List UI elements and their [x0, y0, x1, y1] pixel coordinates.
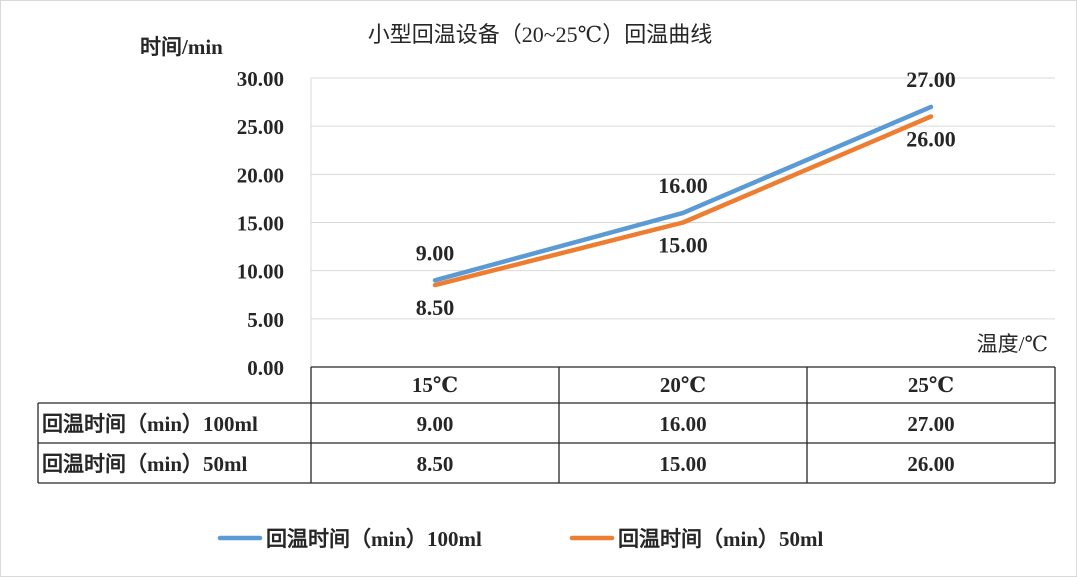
- table-cell: 26.00: [907, 452, 954, 476]
- y-axis-title: 时间/min: [140, 35, 223, 59]
- data-table: 15℃ 20℃ 25℃ 回温时间（min）100ml 9.00 16.00 27.00 回温时…: [37, 366, 1056, 484]
- table-cell: 9.00: [417, 412, 454, 436]
- chart-title: 小型回温设备（20~25℃）回温曲线: [368, 22, 713, 47]
- table-cell: 8.50: [417, 452, 454, 476]
- data-labels: 9.00 16.00 27.00 8.50 15.00 26.00: [416, 67, 956, 320]
- y-tick-label: 30.00: [237, 67, 284, 91]
- legend-label: 回温时间（min）100ml: [266, 527, 482, 551]
- series-line: [432, 114, 934, 288]
- series-lines: [432, 104, 934, 288]
- data-label: 27.00: [906, 67, 956, 92]
- y-tick-label: 20.00: [237, 163, 284, 187]
- y-tick-label: 15.00: [237, 212, 284, 236]
- series-line: [432, 104, 934, 283]
- x-axis-title: 温度/℃: [977, 332, 1048, 356]
- table-cell: 16.00: [659, 412, 706, 436]
- legend: 回温时间（min）100ml 回温时间（min）50ml: [217, 527, 823, 551]
- table-row-header: 回温时间（min）100ml: [42, 412, 258, 436]
- legend-label: 回温时间（min）50ml: [618, 527, 823, 551]
- data-label: 15.00: [658, 233, 708, 258]
- table-header-category: 15℃: [412, 373, 458, 397]
- y-tick-labels: 0.00 5.00 10.00 15.00 20.00 25.00 30.00: [237, 67, 284, 380]
- y-tick-label: 25.00: [237, 115, 284, 139]
- y-tick-label: 10.00: [237, 260, 284, 284]
- table-header-category: 20℃: [660, 373, 706, 397]
- data-label: 9.00: [416, 240, 455, 265]
- table-cell: 27.00: [907, 412, 954, 436]
- table-header-category: 25℃: [908, 373, 954, 397]
- table-row-header: 回温时间（min）50ml: [42, 452, 247, 476]
- data-label: 26.00: [906, 127, 956, 152]
- y-tick-label: 0.00: [247, 356, 284, 380]
- data-label: 16.00: [658, 173, 708, 198]
- data-label: 8.50: [416, 295, 455, 320]
- y-tick-label: 5.00: [247, 308, 284, 332]
- gridlines: [310, 77, 1055, 367]
- table-cell: 15.00: [659, 452, 706, 476]
